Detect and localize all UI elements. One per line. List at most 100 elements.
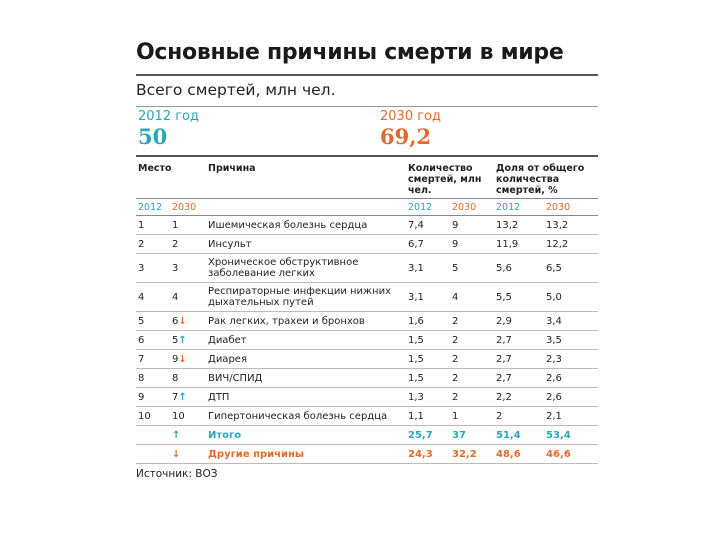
share-2012: 2,9 <box>494 311 544 331</box>
share-2012: 51,4 <box>494 425 544 445</box>
deaths-2012: 3,1 <box>406 253 450 283</box>
rank-2030-value: 10 <box>172 410 185 422</box>
table-row: 3 3 Хроническое обструктивное заболевание … <box>136 253 598 283</box>
share-2012: 2,7 <box>494 368 544 388</box>
share-2030: 3,5 <box>544 330 598 350</box>
table-row: 7 9↓ Диарея 1,5 2 2,7 2,3 <box>136 349 598 369</box>
rank-2030: 6↓ <box>170 311 206 331</box>
header-share: Доля от общего количества смертей, % <box>496 163 585 196</box>
arrow-up-icon: ↑ <box>178 334 187 346</box>
rank-2030: 10 <box>170 406 206 426</box>
share-2012: 2,2 <box>494 387 544 407</box>
years-row: 2012 2030 2012 2030 2012 2030 <box>136 198 598 216</box>
deaths-2030: 2 <box>450 368 494 388</box>
total-row: ↑ Итого 25,7 37 51,4 53,4 <box>136 425 598 445</box>
cause-cell: Ишемическая болезнь сердца <box>206 215 406 235</box>
total-2012-label: 2012 год <box>138 109 199 124</box>
summary-label: Другие причины <box>206 444 406 464</box>
share-2012: 5,5 <box>494 282 544 312</box>
deaths-2030: 32,2 <box>450 444 494 464</box>
deaths-2030: 1 <box>450 406 494 426</box>
deaths-2012: 1,5 <box>406 368 450 388</box>
rank-2012: 5 <box>136 311 170 331</box>
deaths-2012: 1,6 <box>406 311 450 331</box>
table-row: 1 1 Ишемическая болезнь сердца 7,4 9 13,2 13,2 <box>136 215 598 235</box>
causes-table: Место Причина Количество смертей, млн че… <box>136 157 598 464</box>
share-2012: 2,7 <box>494 349 544 369</box>
divider <box>136 155 598 157</box>
table-row: 10 10 Гипертоническая болезнь сердца 1,1 1 2 2… <box>136 406 598 426</box>
cause-cell: Диарея <box>206 349 406 369</box>
rank-2030-value: 7 <box>172 391 179 403</box>
rank-2012: 4 <box>136 282 170 312</box>
rank-2030: 9↓ <box>170 349 206 369</box>
total-2030-label: 2030 год <box>380 109 441 124</box>
rank-2012: 1 <box>136 215 170 235</box>
cause-cell: Гипертоническая болезнь сердца <box>206 406 406 426</box>
table-row: 4 4 Респираторные инфекции нижних дыхатель… <box>136 282 598 312</box>
table-header-row: Место Причина Количество смертей, млн че… <box>136 157 598 199</box>
infographic: Основные причины смерти в мире Всего сме… <box>136 40 598 480</box>
rank-2012: 3 <box>136 253 170 283</box>
rank-2030-value: 6 <box>172 315 179 327</box>
share-2030: 12,2 <box>544 234 598 254</box>
total-2012-value: 50 <box>138 124 168 149</box>
other-causes-row: ↓ Другие причины 24,3 32,2 48,6 46,6 <box>136 444 598 464</box>
year-label: 2012 <box>494 198 544 216</box>
rank-2012: 9 <box>136 387 170 407</box>
header-deaths: Количество смертей, млн чел. <box>408 163 482 196</box>
total-2030-value: 69,2 <box>380 124 432 149</box>
cause-cell: Рак легких, трахеи и бронхов <box>206 311 406 331</box>
table-row: 5 6↓ Рак легких, трахеи и бронхов 1,6 2 2,9 3,… <box>136 311 598 331</box>
share-2012: 5,6 <box>494 253 544 283</box>
share-2030: 13,2 <box>544 215 598 235</box>
rank-2012: 7 <box>136 349 170 369</box>
total-2012: 2012 год 50 <box>138 109 199 149</box>
share-2030: 2,1 <box>544 406 598 426</box>
cause-cell: ВИЧ/СПИД <box>206 368 406 388</box>
share-2012: 11,9 <box>494 234 544 254</box>
share-2012: 2 <box>494 406 544 426</box>
deaths-2030: 37 <box>450 425 494 445</box>
rank-2030-value: 3 <box>172 262 179 274</box>
rank-2030: 8 <box>170 368 206 388</box>
share-2012: 13,2 <box>494 215 544 235</box>
deaths-2030: 9 <box>450 215 494 235</box>
deaths-2030: 4 <box>450 282 494 312</box>
rank-2030-value: 5 <box>172 334 179 346</box>
share-2030: 5,0 <box>544 282 598 312</box>
divider <box>136 74 598 76</box>
rank-2030: 7↑ <box>170 387 206 407</box>
arrow-up-icon: ↑ <box>170 425 206 445</box>
year-label: 2030 <box>170 198 206 216</box>
share-2030: 53,4 <box>544 425 598 445</box>
deaths-2030: 5 <box>450 253 494 283</box>
rank-2030-value: 9 <box>172 353 179 365</box>
deaths-2012: 1,5 <box>406 330 450 350</box>
rank-2012: 2 <box>136 234 170 254</box>
arrow-down-icon: ↓ <box>178 353 187 365</box>
totals-block: 2012 год 50 2030 год 69,2 <box>136 109 598 153</box>
rank-2012: 8 <box>136 368 170 388</box>
total-2030: 2030 год 69,2 <box>380 109 441 149</box>
divider <box>136 106 598 107</box>
deaths-2030: 2 <box>450 330 494 350</box>
rank-2012: 6 <box>136 330 170 350</box>
arrow-up-icon: ↑ <box>178 391 187 403</box>
deaths-2012: 3,1 <box>406 282 450 312</box>
rank-2030: 5↑ <box>170 330 206 350</box>
rank-2030: 1 <box>170 215 206 235</box>
cause-cell: Респираторные инфекции нижних дыхательны… <box>206 282 406 312</box>
deaths-2030: 2 <box>450 349 494 369</box>
deaths-2012: 1,3 <box>406 387 450 407</box>
subtitle: Всего смертей, млн чел. <box>136 81 336 99</box>
share-2030: 6,5 <box>544 253 598 283</box>
share-2030: 3,4 <box>544 311 598 331</box>
cause-cell: Инсульт <box>206 234 406 254</box>
header-place: Место <box>138 163 172 174</box>
year-label: 2030 <box>450 198 494 216</box>
deaths-2012: 1,5 <box>406 349 450 369</box>
page-title: Основные причины смерти в мире <box>136 40 564 65</box>
rank-2030-value: 4 <box>172 291 179 303</box>
deaths-2030: 9 <box>450 234 494 254</box>
